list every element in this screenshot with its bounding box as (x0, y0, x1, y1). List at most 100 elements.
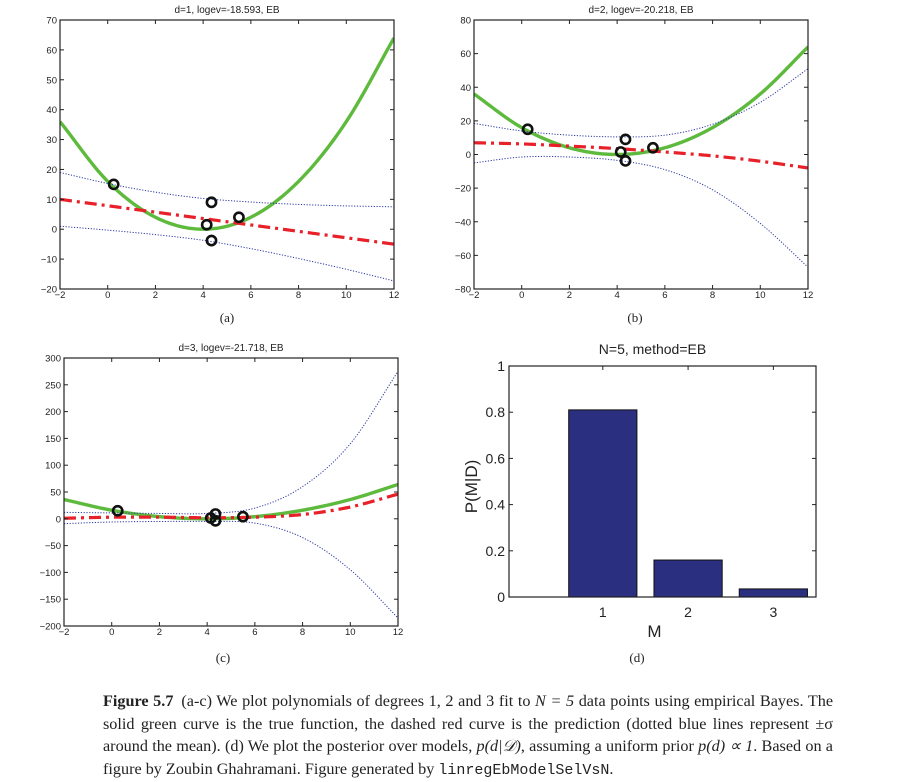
caption-text: around the mean). (d) We plot the poster… (103, 737, 477, 755)
data-point (237, 510, 249, 523)
y-tick-label: 40 (46, 105, 57, 116)
caption-text: . (609, 759, 614, 778)
y-tick-label: 0 (466, 150, 471, 161)
axes-frame (508, 365, 817, 598)
chart-title: d=3, logev=-21.718, EB (178, 343, 283, 354)
y-tick-label: 20 (46, 165, 57, 176)
caption-label: Figure 5.7 (103, 692, 174, 710)
y-tick-label: −80 (455, 285, 471, 296)
x-tick-label: 8 (710, 290, 715, 301)
series-lower-sigma (60, 225, 394, 282)
x-tick-label: 1 (599, 604, 607, 620)
axes-frame (59, 19, 395, 290)
series-true-function (60, 37, 394, 231)
data-point (209, 514, 222, 527)
x-tick-label: −2 (55, 290, 66, 301)
data-point (200, 218, 213, 231)
panel-d: N=5, method=EB 1 2 3 0 0.2 0.4 0.6 0.8 1 M P(M|D) (d… (462, 341, 817, 665)
x-tick-label: 6 (248, 290, 253, 301)
x-tick-label: −2 (59, 627, 70, 638)
series-prediction (60, 197, 394, 246)
y-tick-label: 20 (460, 116, 471, 127)
x-tick-label: 2 (684, 604, 692, 620)
figure-caption: Figure 5.7 (a-c) We plot polynomials of d… (103, 690, 833, 782)
series-lower-sigma (64, 520, 398, 619)
bar (568, 409, 638, 597)
y-tick-label: −60 (455, 251, 471, 262)
y-tick-label: 250 (45, 380, 61, 391)
x-tick-label: 2 (153, 290, 158, 301)
x-tick-label: 4 (614, 290, 619, 301)
x-tick-label: 0 (105, 290, 110, 301)
chart-title: d=2, logev=-20.218, EB (588, 5, 693, 16)
panel-label: (d) (629, 650, 644, 665)
y-tick-label: 70 (46, 16, 57, 27)
series-upper-sigma (60, 171, 394, 208)
y-tick-label: 0 (52, 225, 57, 236)
plot-area (60, 37, 394, 282)
y-tick-label: 80 (460, 16, 471, 27)
caption-text: data points using empirical Bayes. The s… (103, 692, 834, 733)
y-tick-label: 0.4 (486, 497, 506, 513)
caption-math: ±σ (815, 714, 833, 733)
y-tick-label: −20 (41, 285, 57, 296)
panel-label: (b) (627, 310, 642, 325)
panel-a: d=1, logev=-18.593, EB−2 0 2 4 6 8 10 12−20−100… (41, 5, 399, 325)
data-point (111, 504, 124, 517)
series-prediction (474, 141, 808, 170)
series-upper-sigma (474, 68, 808, 138)
caption-text: , assuming a uniform prior (520, 737, 699, 755)
panel-c: d=3, logev=-21.718, EB −2 0 2 4 6 8 10 12 −200 −15… (40, 343, 404, 665)
axes-frame (63, 357, 399, 627)
plot-area (568, 409, 808, 597)
x-tick-label: 4 (204, 627, 209, 638)
x-tick-label: 8 (300, 627, 305, 638)
y-tick-label: 30 (46, 135, 57, 146)
panel-label: (c) (216, 650, 230, 665)
series-true-function (474, 45, 808, 157)
data-point (521, 123, 534, 136)
caption-text: (a-c) We plot polynomials of degrees 1, … (181, 692, 536, 710)
x-tick-label: 2 (567, 290, 572, 301)
bar (738, 588, 808, 597)
data-point (619, 133, 632, 146)
series-prediction (64, 492, 398, 520)
y-tick-label: 1 (497, 358, 505, 374)
x-tick-label: 0 (519, 290, 524, 301)
data-point (647, 141, 659, 154)
series-lower-sigma (474, 155, 808, 268)
panel-b: d=2, logev=-20.218, EB−2 0 2 4 6 8 10 12−80−60−… (455, 5, 813, 325)
y-tick-label: 50 (50, 488, 61, 499)
data-point (614, 146, 627, 158)
y-tick-label: 150 (45, 434, 61, 445)
y-tick-label: −100 (40, 568, 61, 579)
data-point (233, 211, 245, 224)
data-point (619, 154, 632, 167)
y-tick-label: 100 (45, 461, 61, 472)
y-tick-label: −10 (41, 255, 57, 266)
y-axis-label: P(M|D) (462, 460, 481, 514)
plot-area (64, 371, 398, 619)
y-tick-label: 60 (46, 45, 57, 56)
y-tick-label: 0.8 (486, 404, 506, 420)
data-point (209, 508, 222, 520)
data-point (205, 196, 218, 209)
y-tick-label: −150 (40, 595, 61, 606)
x-tick-label: 12 (803, 290, 814, 301)
y-tick-label: 60 (460, 49, 471, 60)
y-tick-label: 40 (460, 83, 471, 94)
data-point (205, 234, 218, 247)
y-tick-label: 200 (45, 407, 61, 418)
x-tick-label: 6 (662, 290, 667, 301)
y-tick-label: 300 (45, 354, 61, 365)
x-tick-label: 6 (252, 627, 257, 638)
x-tick-label: 12 (389, 290, 400, 301)
caption-math: p(d|𝒟) (476, 737, 521, 755)
x-tick-label: 3 (769, 604, 777, 620)
x-tick-label: 4 (200, 290, 205, 301)
axes-frame (473, 19, 809, 290)
data-point (107, 178, 120, 191)
series-upper-sigma (64, 371, 398, 515)
caption-math: p(d) ∝ 1 (698, 737, 754, 755)
